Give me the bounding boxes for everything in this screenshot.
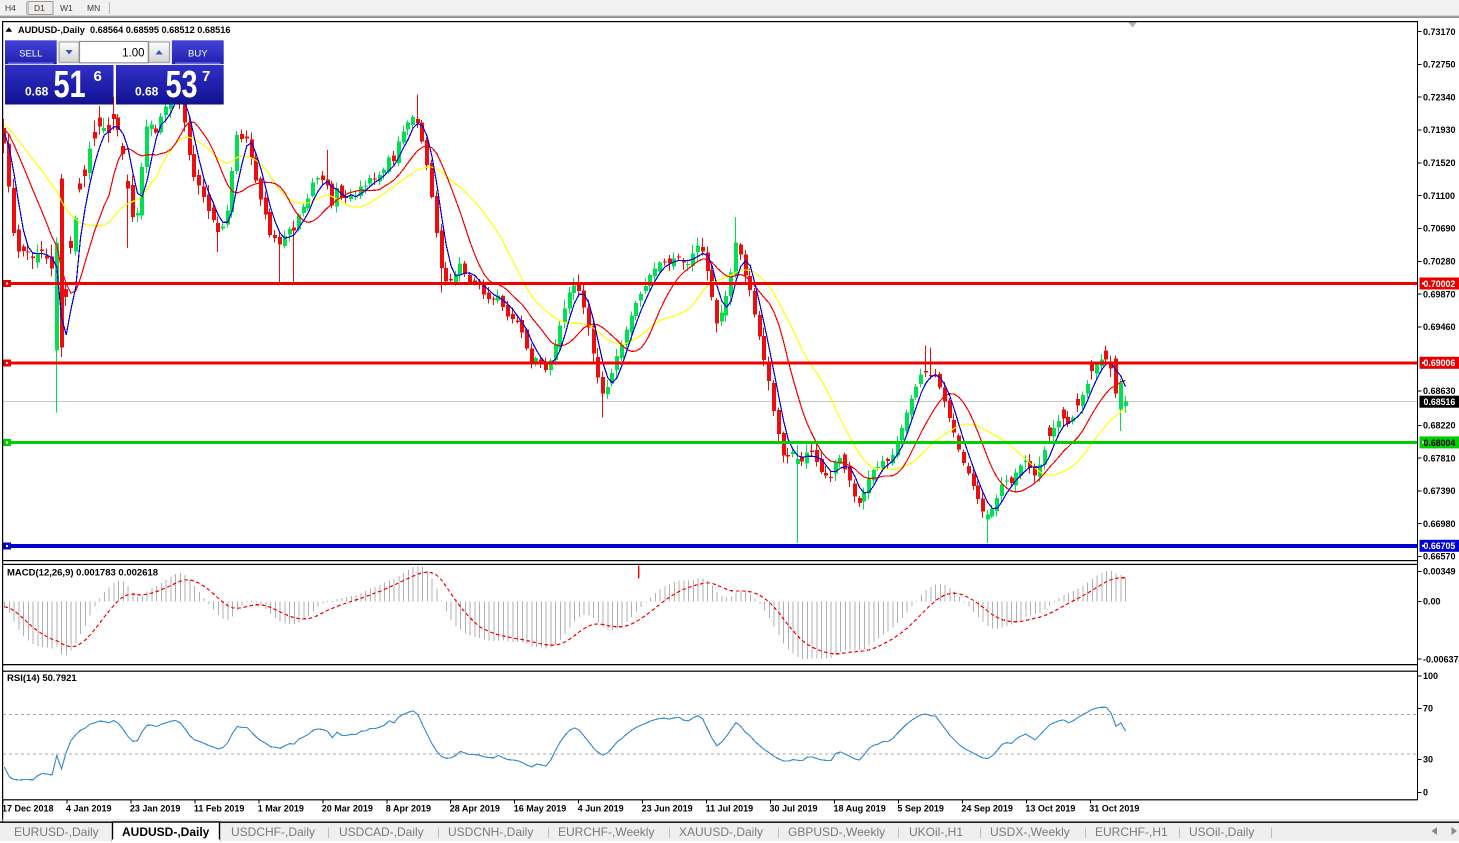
- svg-text:EURUSD-,Daily: EURUSD-,Daily: [14, 825, 99, 839]
- svg-text:0.73170: 0.73170: [1423, 27, 1456, 37]
- svg-text:18 Aug 2019: 18 Aug 2019: [834, 804, 886, 814]
- svg-text:0.70690: 0.70690: [1423, 224, 1456, 234]
- svg-text:0.72340: 0.72340: [1423, 92, 1456, 102]
- svg-text:4 Jan 2019: 4 Jan 2019: [66, 804, 112, 814]
- svg-text:0.68: 0.68: [135, 85, 159, 99]
- svg-text:USDX-,Weekly: USDX-,Weekly: [990, 825, 1070, 839]
- svg-text:0.67390: 0.67390: [1423, 486, 1456, 496]
- svg-text:RSI(14) 50.7921: RSI(14) 50.7921: [7, 673, 77, 684]
- svg-text:UKOil-,H1: UKOil-,H1: [909, 825, 963, 839]
- svg-text:0.68004: 0.68004: [1424, 438, 1456, 448]
- svg-text:0.66705: 0.66705: [1424, 541, 1456, 551]
- svg-text:|: |: [668, 827, 671, 839]
- svg-text:0.70002: 0.70002: [1424, 279, 1456, 289]
- svg-text:0.69870: 0.69870: [1423, 289, 1456, 299]
- svg-text:0.69460: 0.69460: [1423, 322, 1456, 332]
- svg-text:16 May 2019: 16 May 2019: [514, 804, 567, 814]
- svg-text:GBPUSD-,Weekly: GBPUSD-,Weekly: [788, 825, 885, 839]
- svg-text:0.70280: 0.70280: [1423, 257, 1456, 267]
- svg-text:17 Dec 2018: 17 Dec 2018: [2, 804, 54, 814]
- svg-text:0.66570: 0.66570: [1423, 552, 1456, 562]
- svg-text:0.71100: 0.71100: [1423, 191, 1455, 201]
- svg-text:MN: MN: [87, 3, 100, 13]
- svg-text:0.71520: 0.71520: [1423, 158, 1456, 168]
- svg-text:31 Oct 2019: 31 Oct 2019: [1089, 804, 1139, 814]
- svg-text:W1: W1: [60, 3, 73, 13]
- svg-text:|: |: [1178, 827, 1181, 839]
- svg-text:1 Mar 2019: 1 Mar 2019: [258, 804, 304, 814]
- svg-text:-0.00637: -0.00637: [1423, 654, 1459, 664]
- svg-text:4 Jun 2019: 4 Jun 2019: [578, 804, 624, 814]
- svg-text:AUDUSD-,Daily 0.68564 0.68595: AUDUSD-,Daily 0.68564 0.68595 0.68512 0.…: [18, 25, 230, 35]
- svg-text:BUY: BUY: [188, 49, 208, 60]
- svg-text:USDCAD-,Daily: USDCAD-,Daily: [339, 825, 424, 839]
- svg-text:0.68: 0.68: [25, 85, 49, 99]
- svg-text:USDCNH-,Daily: USDCNH-,Daily: [448, 825, 533, 839]
- svg-text:SELL: SELL: [19, 49, 42, 60]
- svg-text:XAUUSD-,Daily: XAUUSD-,Daily: [679, 825, 763, 839]
- svg-text:1.00: 1.00: [122, 48, 144, 60]
- svg-text:0.68516: 0.68516: [1424, 397, 1456, 407]
- svg-text:|: |: [327, 827, 330, 839]
- svg-text:53: 53: [166, 63, 198, 106]
- svg-text:28 Apr 2019: 28 Apr 2019: [450, 804, 500, 814]
- svg-text:8 Apr 2019: 8 Apr 2019: [386, 804, 431, 814]
- svg-text:0.00349: 0.00349: [1423, 567, 1456, 577]
- svg-text:EURCHF-,Weekly: EURCHF-,Weekly: [558, 825, 654, 839]
- svg-text:30 Jul 2019: 30 Jul 2019: [770, 804, 818, 814]
- svg-text:|: |: [777, 827, 780, 839]
- svg-text:24 Sep 2019: 24 Sep 2019: [961, 804, 1013, 814]
- svg-text:23 Jan 2019: 23 Jan 2019: [130, 804, 181, 814]
- svg-text:EURCHF-,H1: EURCHF-,H1: [1095, 825, 1168, 839]
- svg-text:30: 30: [1423, 755, 1433, 765]
- svg-text:|: |: [437, 827, 440, 839]
- svg-text:0.71930: 0.71930: [1423, 125, 1456, 135]
- svg-text:11 Jul 2019: 11 Jul 2019: [706, 804, 754, 814]
- svg-text:23 Jun 2019: 23 Jun 2019: [642, 804, 693, 814]
- svg-text:13 Oct 2019: 13 Oct 2019: [1025, 804, 1075, 814]
- svg-text:6: 6: [94, 68, 102, 85]
- svg-text:|: |: [979, 827, 982, 839]
- svg-text:7: 7: [202, 68, 210, 85]
- svg-text:AUDUSD-,Daily: AUDUSD-,Daily: [122, 825, 210, 839]
- svg-text:0.00: 0.00: [1423, 597, 1441, 607]
- svg-text:|: |: [1270, 827, 1273, 839]
- svg-text:|: |: [1084, 827, 1087, 839]
- svg-text:D1: D1: [34, 3, 45, 13]
- svg-text:|: |: [547, 827, 550, 839]
- svg-text:0.69006: 0.69006: [1424, 358, 1456, 368]
- svg-text:0.67810: 0.67810: [1423, 453, 1456, 463]
- svg-text:0: 0: [1423, 788, 1428, 798]
- svg-text:70: 70: [1423, 704, 1433, 714]
- svg-text:51: 51: [54, 63, 86, 106]
- svg-text:5 Sep 2019: 5 Sep 2019: [897, 804, 944, 814]
- svg-text:H4: H4: [5, 3, 16, 13]
- svg-text:0.66980: 0.66980: [1423, 519, 1456, 529]
- svg-text:MACD(12,26,9) 0.001783 0.00261: MACD(12,26,9) 0.001783 0.002618: [7, 568, 158, 579]
- svg-text:20 Mar 2019: 20 Mar 2019: [322, 804, 373, 814]
- svg-text:0.72750: 0.72750: [1423, 60, 1456, 70]
- svg-text:0.68630: 0.68630: [1423, 386, 1456, 396]
- svg-text:|: |: [897, 827, 900, 839]
- svg-text:0.68220: 0.68220: [1423, 421, 1456, 431]
- svg-text:11 Feb 2019: 11 Feb 2019: [194, 804, 245, 814]
- svg-text:USDCHF-,Daily: USDCHF-,Daily: [231, 825, 315, 839]
- svg-text:100: 100: [1423, 671, 1438, 681]
- svg-text:USOil-,Daily: USOil-,Daily: [1189, 825, 1254, 839]
